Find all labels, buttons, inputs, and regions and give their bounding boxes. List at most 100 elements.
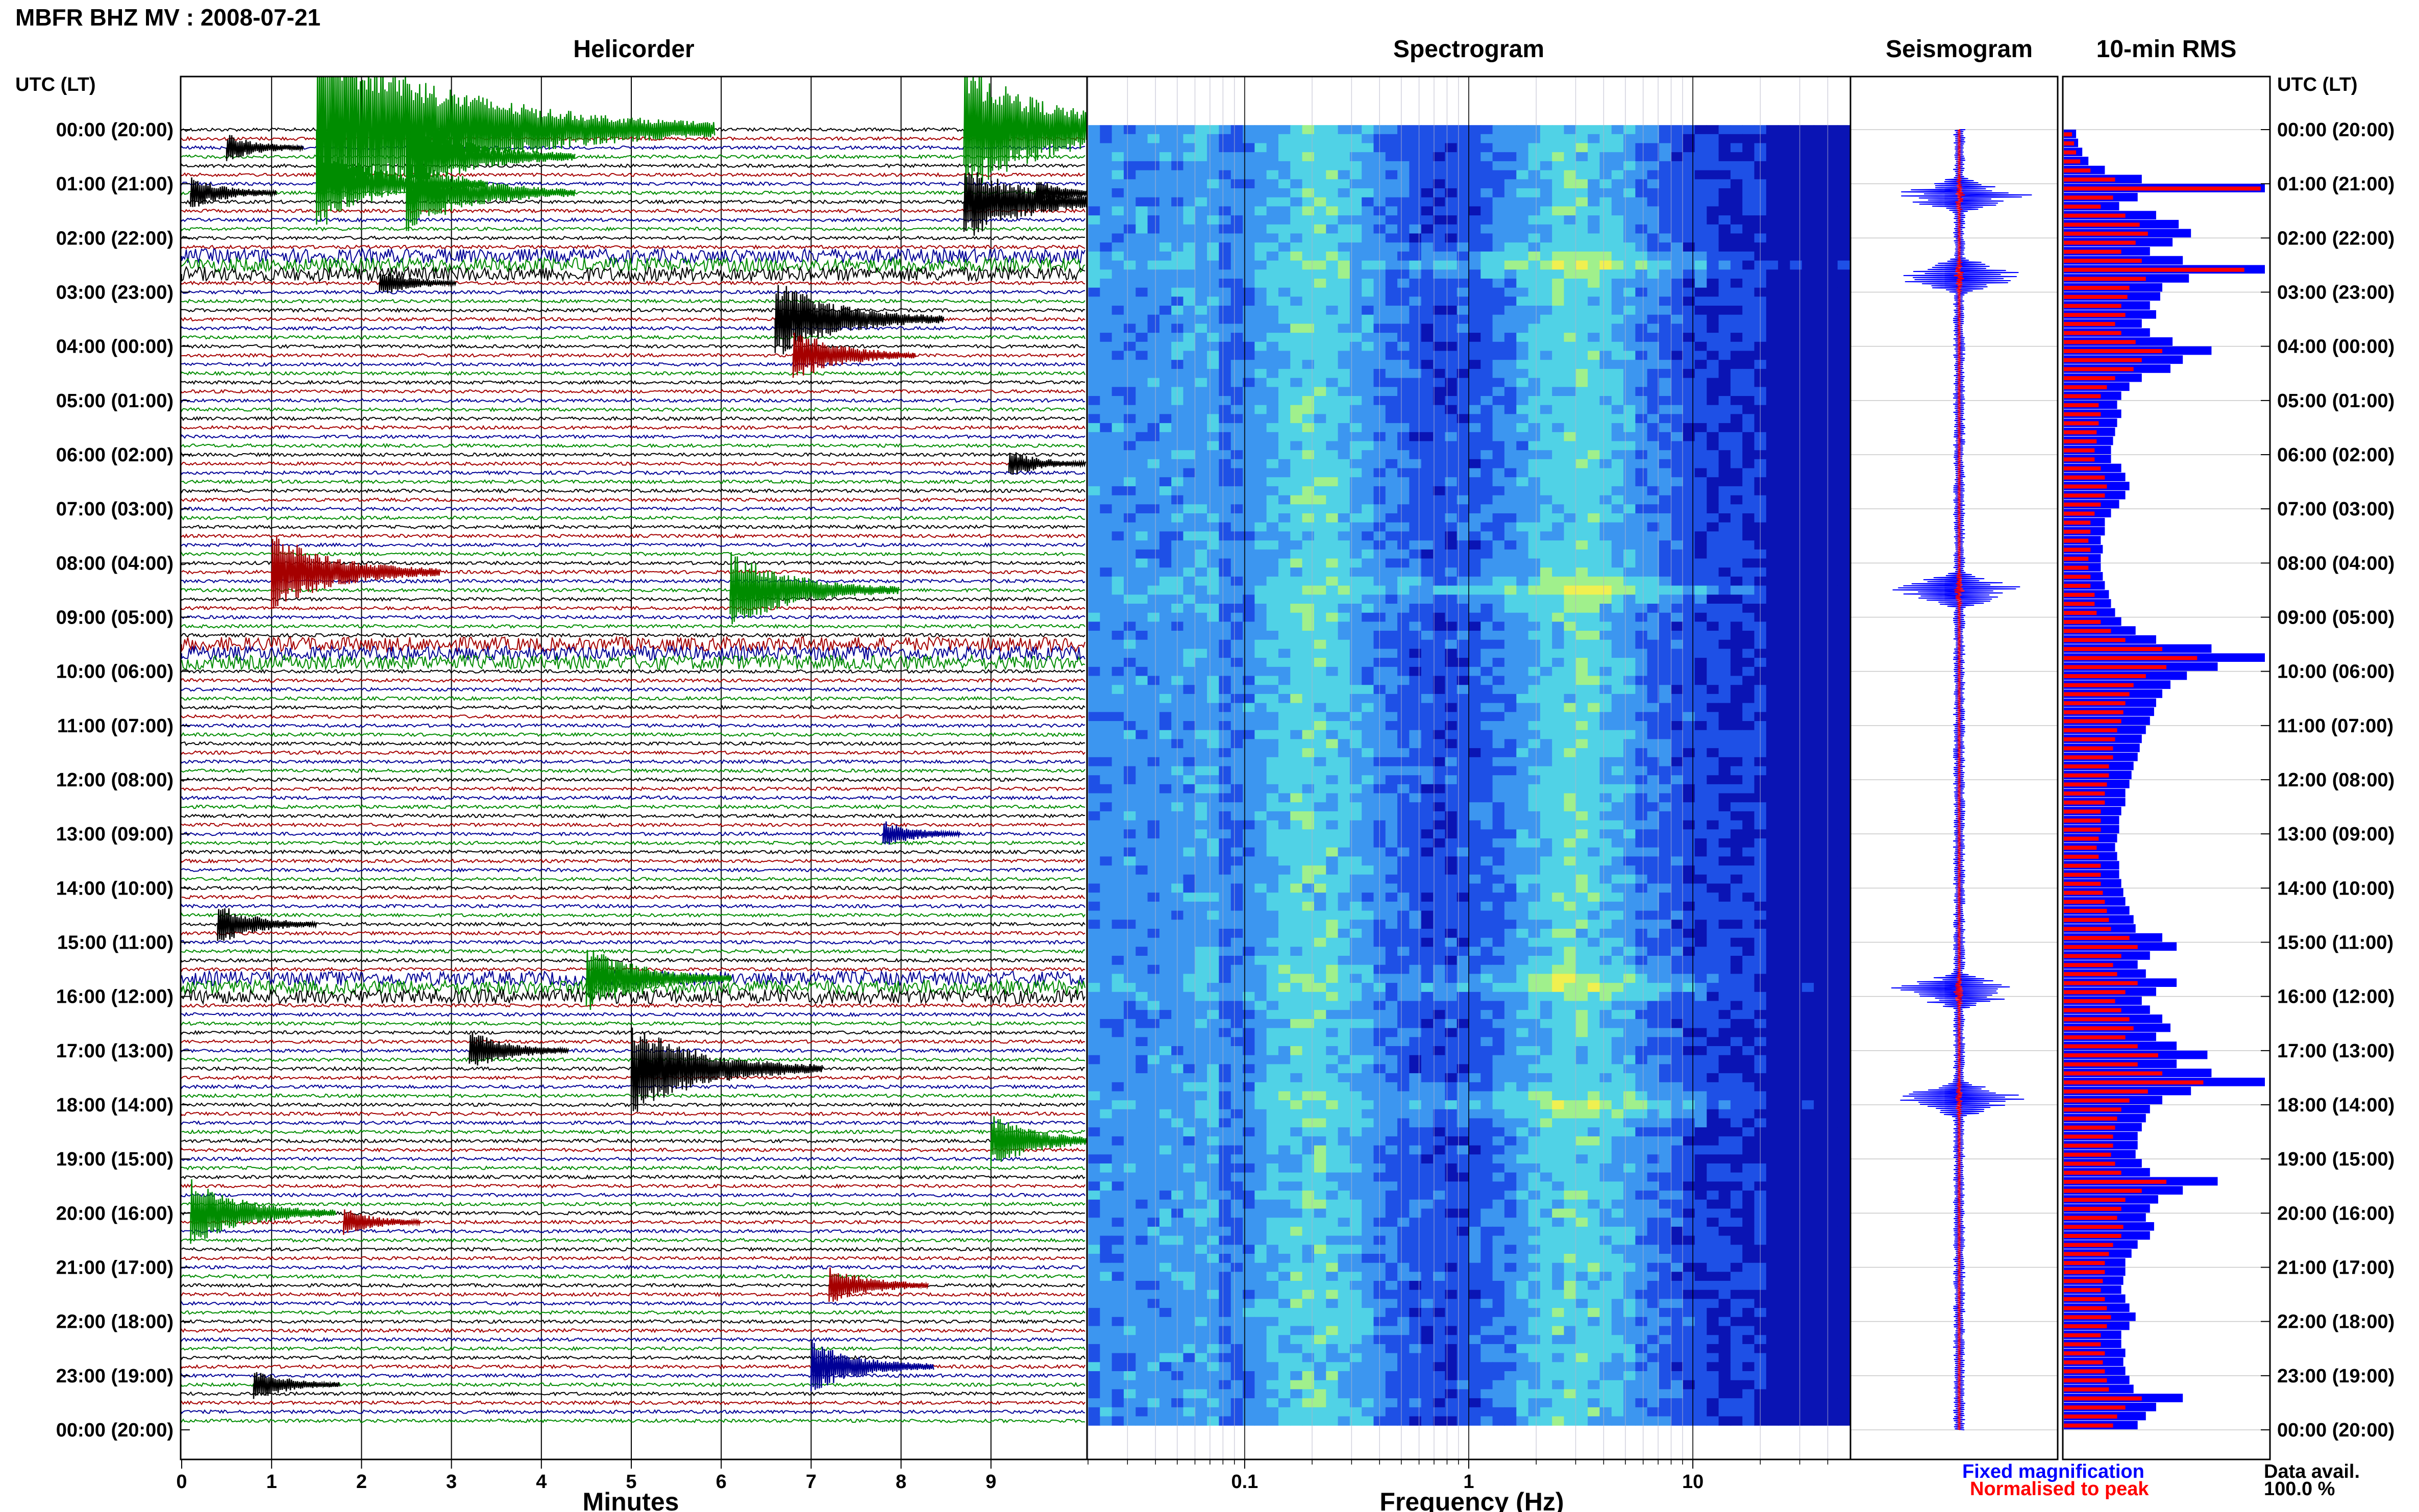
- spectrogram-cell: [1599, 215, 1612, 225]
- spectrogram-cell: [1599, 134, 1612, 144]
- spectrogram-cell: [1159, 269, 1172, 279]
- spectrogram-cell: [1659, 567, 1672, 577]
- spectrogram-cell: [1540, 450, 1552, 460]
- spectrogram-cell: [1385, 739, 1398, 749]
- spectrogram-cell: [1349, 161, 1362, 171]
- spectrogram-cell: [1290, 540, 1303, 550]
- spectrogram-cell: [1707, 685, 1719, 695]
- spectrogram-cell: [1516, 712, 1529, 722]
- spectrogram-cell: [1183, 179, 1196, 189]
- spectrogram-cell: [1492, 631, 1505, 640]
- spectrogram-cell: [1540, 531, 1552, 541]
- spectrogram-cell: [1492, 757, 1505, 767]
- spectrogram-cell: [1112, 658, 1124, 667]
- spectrogram-cell: [1433, 260, 1446, 270]
- helicorder-trace-row: [181, 668, 1085, 674]
- spectrogram-cell: [1480, 134, 1493, 144]
- spectrogram-cell: [1492, 766, 1505, 776]
- spectrogram-cell: [1112, 260, 1124, 270]
- spectrogram-cell: [1326, 766, 1339, 776]
- spectrogram-cell: [1623, 685, 1636, 695]
- spectrogram-cell: [1814, 260, 1826, 270]
- spectrogram-cell: [1492, 233, 1505, 243]
- spectrogram-cell: [1635, 703, 1648, 712]
- spectrogram-cell: [1480, 450, 1493, 460]
- spectrogram-cell: [1266, 631, 1279, 640]
- spectrogram-cell: [1397, 486, 1410, 496]
- spectrogram-cell: [1707, 676, 1719, 685]
- spectrogram-cell: [1611, 576, 1624, 586]
- spectrogram-cell: [1338, 604, 1350, 613]
- spectrogram-cell: [1766, 423, 1779, 433]
- helicorder-trace-row: [181, 632, 1085, 638]
- spectrogram-cell: [1814, 477, 1826, 487]
- spectrogram-cell: [1147, 658, 1160, 667]
- spectrogram-cell: [1147, 784, 1160, 794]
- spectrogram-cell: [1825, 730, 1838, 739]
- spectrogram-cell: [1766, 368, 1779, 379]
- spectrogram-cell: [1671, 260, 1684, 270]
- spectrogram-cell: [1421, 793, 1434, 803]
- spectrogram-cell: [1659, 170, 1672, 180]
- spectrogram-cell: [1362, 585, 1374, 595]
- spectrogram-cell: [1349, 622, 1362, 631]
- spectrogram-cell: [1195, 513, 1207, 523]
- spectrogram-cell: [1611, 341, 1624, 352]
- spectrogram-cell: [1694, 170, 1707, 180]
- spectrogram-cell: [1349, 360, 1362, 369]
- spectrogram-cell: [1588, 784, 1600, 794]
- spectrogram-cell: [1433, 631, 1446, 640]
- helicorder-trace-row: [181, 235, 1085, 241]
- spectrogram-cell: [1611, 540, 1624, 550]
- spectrogram-cell: [1528, 459, 1541, 469]
- spectrogram-cell: [1552, 269, 1565, 279]
- spectrogram-cell: [1766, 766, 1779, 776]
- spectrogram-cell: [1575, 143, 1588, 153]
- spectrogram-cell: [1254, 622, 1267, 631]
- spectrogram-cell: [1326, 531, 1339, 541]
- spectrogram-cell: [1230, 341, 1243, 352]
- spectrogram-cell: [1397, 242, 1410, 252]
- spectrogram-cell: [1314, 224, 1326, 234]
- spectrogram-cell: [1718, 125, 1731, 135]
- spectrogram-cell: [1659, 666, 1672, 677]
- spectrogram-cell: [1814, 441, 1826, 451]
- spectrogram-cell: [1516, 631, 1529, 640]
- spectrogram-cell: [1421, 513, 1434, 523]
- spectrogram-cell: [1588, 269, 1600, 279]
- spectrogram-cell: [1730, 260, 1743, 270]
- spectrogram-cell: [1647, 558, 1660, 568]
- spectrogram-cell: [1516, 666, 1529, 677]
- spectrogram-cell: [1088, 612, 1101, 622]
- spectrogram-cell: [1349, 793, 1362, 803]
- spectrogram-cell: [1504, 260, 1517, 270]
- spectrogram-cell: [1837, 793, 1850, 803]
- spectrogram-cell: [1159, 423, 1172, 433]
- spectrogram-cell: [1659, 703, 1672, 712]
- spectrogram-cell: [1492, 161, 1505, 171]
- spectrogram-cell: [1516, 693, 1529, 704]
- spectrogram-cell: [1575, 260, 1588, 270]
- spectrogram-cell: [1230, 567, 1243, 577]
- spectrogram-cell: [1349, 649, 1362, 658]
- spectrogram-cell: [1635, 143, 1648, 153]
- spectrogram-cell: [1362, 306, 1374, 315]
- spectrogram-cell: [1159, 558, 1172, 568]
- spectrogram-cell: [1278, 314, 1291, 324]
- spectrogram-cell: [1575, 368, 1588, 379]
- spectrogram-cell: [1588, 314, 1600, 324]
- spectrogram-cell: [1409, 368, 1422, 379]
- spectrogram-cell: [1219, 757, 1231, 767]
- spectrogram-cell: [1385, 721, 1398, 731]
- spectrogram-cell: [1100, 622, 1113, 631]
- spectrogram-cell: [1575, 242, 1588, 252]
- spectrogram-cell: [1730, 450, 1743, 460]
- helicorder-trace-row: [181, 645, 1085, 662]
- spectrogram-cell: [1552, 594, 1565, 604]
- spectrogram-cell: [1552, 513, 1565, 523]
- spectrogram-cell: [1647, 368, 1660, 379]
- spectrogram-cell: [1136, 549, 1148, 559]
- spectrogram-cell: [1254, 540, 1267, 550]
- spectrogram-cell: [1575, 387, 1588, 396]
- spectrogram-cell: [1814, 576, 1826, 586]
